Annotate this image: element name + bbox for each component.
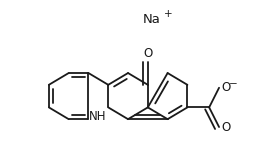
Text: O: O: [221, 120, 230, 134]
Text: O: O: [143, 47, 152, 60]
Text: O: O: [221, 81, 230, 94]
Text: NH: NH: [89, 110, 106, 123]
Text: −: −: [229, 79, 238, 89]
Text: +: +: [164, 9, 172, 19]
Text: Na: Na: [143, 13, 161, 26]
